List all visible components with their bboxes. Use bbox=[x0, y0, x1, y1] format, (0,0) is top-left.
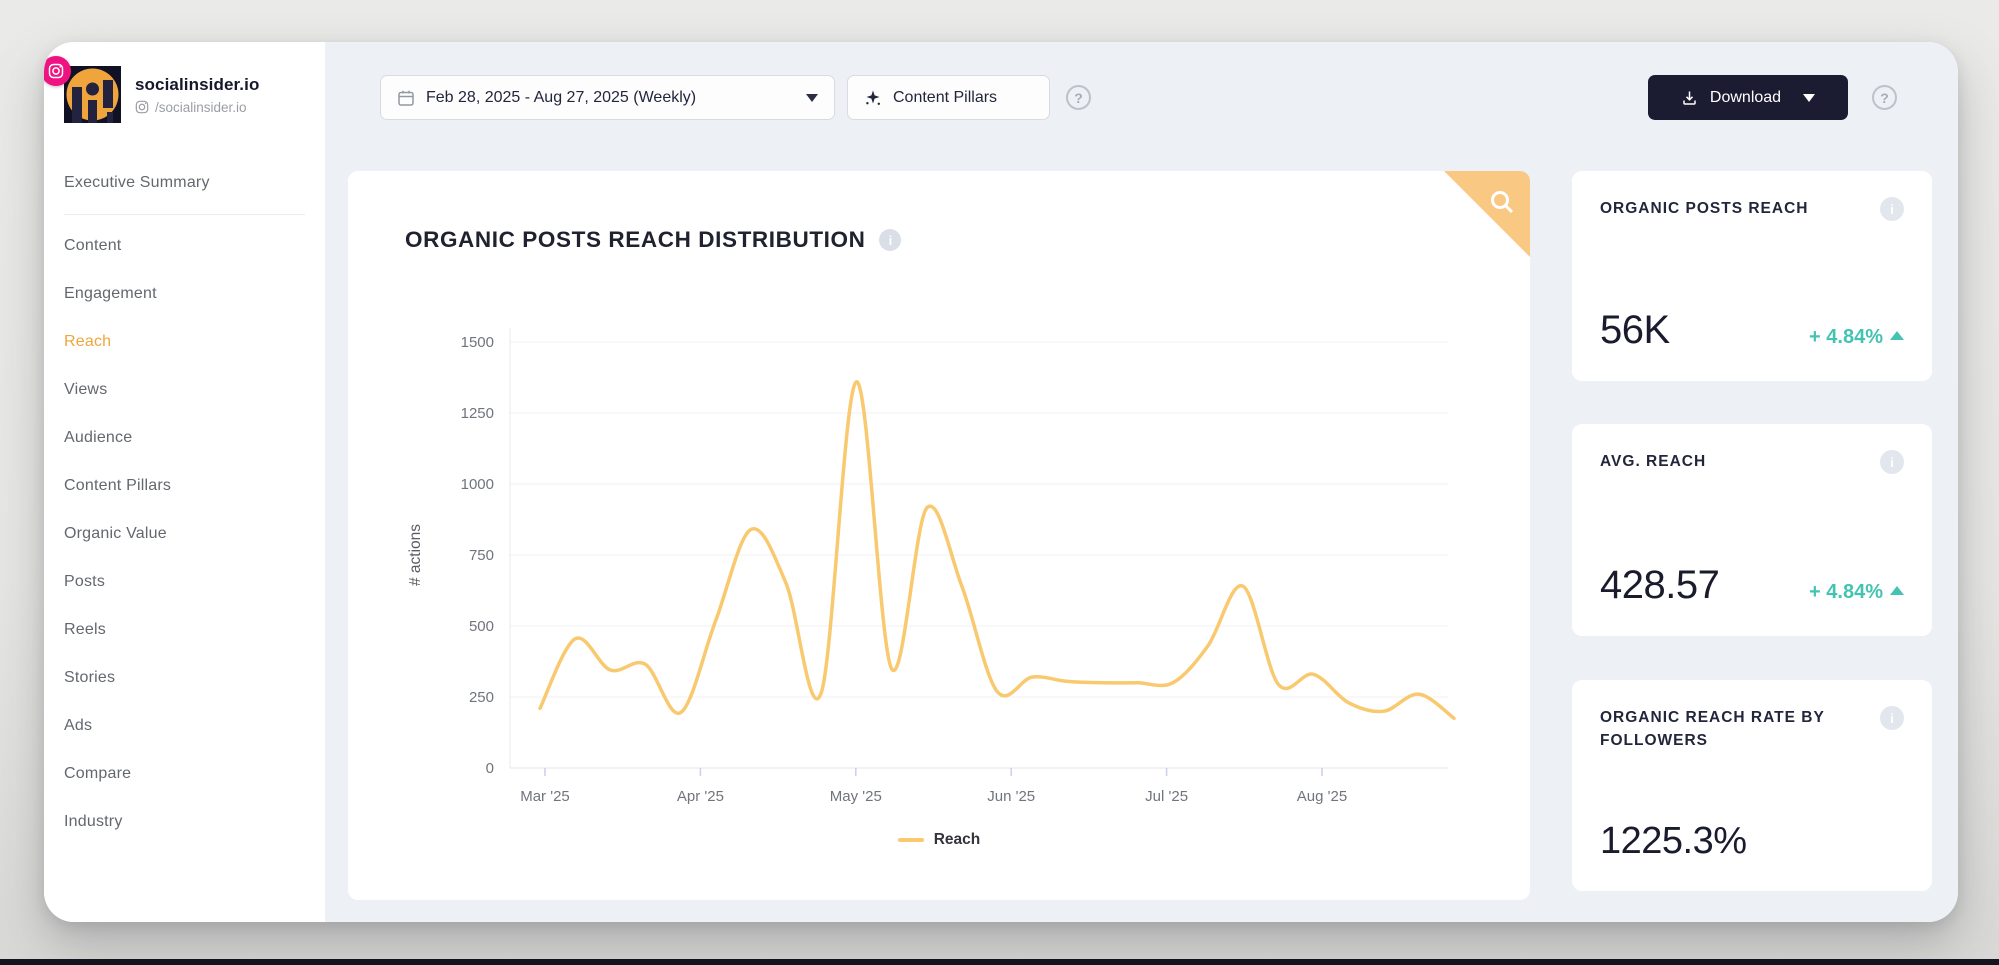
sidebar-item-audience[interactable]: Audience bbox=[64, 429, 133, 446]
reach-series-line bbox=[538, 379, 1456, 721]
sidebar: socialinsider.io /socialinsider.io Execu… bbox=[44, 42, 325, 922]
info-icon[interactable]: i bbox=[1880, 706, 1904, 730]
metric-title: ORGANIC REACH RATE BY FOLLOWERS bbox=[1600, 709, 1825, 750]
y-tick-label: 1000 bbox=[461, 476, 494, 493]
legend-label: Reach bbox=[933, 831, 981, 848]
magnifier-icon bbox=[1491, 191, 1514, 214]
sidebar-item-ads[interactable]: Ads bbox=[64, 717, 93, 734]
x-tick-label: May '25 bbox=[830, 788, 882, 805]
sidebar-item-reach[interactable]: Reach bbox=[64, 333, 112, 350]
metric-title: AVG. REACH bbox=[1600, 453, 1707, 470]
bottom-strip bbox=[0, 959, 1999, 965]
chevron-down-icon bbox=[1803, 93, 1816, 102]
reach-line-chart: 0 250 500 750 1000 1250 1500 Mar '25 Apr '25 May … bbox=[407, 328, 1456, 805]
profile-header: socialinsider.io /socialinsider.io bbox=[44, 56, 259, 123]
instagram-badge-icon bbox=[44, 56, 71, 86]
sidebar-item-views[interactable]: Views bbox=[64, 381, 108, 398]
help-icon[interactable]: ? bbox=[1872, 85, 1897, 110]
avatar bbox=[44, 56, 121, 123]
chart-legend[interactable]: Reach bbox=[348, 831, 1530, 849]
chevron-down-icon bbox=[806, 93, 818, 102]
app-window: socialinsider.io /socialinsider.io Execu… bbox=[44, 42, 1958, 922]
main-content: Feb 28, 2025 - Aug 27, 2025 (Weekly) Con… bbox=[325, 42, 1958, 922]
y-tick-label: 0 bbox=[486, 760, 494, 777]
content-pillars-label: Content Pillars bbox=[893, 88, 998, 106]
sidebar-item-reels[interactable]: Reels bbox=[64, 621, 106, 638]
y-tick-label: 1500 bbox=[461, 334, 494, 351]
organic-reach-rate-card: ORGANIC REACH RATE BY FOLLOWERS i 1225.3… bbox=[1572, 680, 1932, 891]
y-axis-title: # actions bbox=[407, 524, 424, 586]
metric-change: + 4.84% bbox=[1809, 326, 1904, 349]
trend-up-icon bbox=[1890, 331, 1904, 340]
x-tick-label: Jul '25 bbox=[1145, 788, 1188, 805]
sidebar-item-content-pillars[interactable]: Content Pillars bbox=[64, 477, 172, 494]
sidebar-item-content[interactable]: Content bbox=[64, 237, 122, 254]
avg-reach-card: AVG. REACH i 428.57 + 4.84% bbox=[1572, 424, 1932, 636]
metric-value: 1225.3% bbox=[1600, 820, 1747, 862]
legend-marker bbox=[897, 838, 924, 842]
metric-change: + 4.84% bbox=[1809, 581, 1904, 604]
metric-value: 428.57 bbox=[1600, 563, 1720, 607]
sidebar-item-industry[interactable]: Industry bbox=[64, 813, 123, 830]
info-icon[interactable]: i bbox=[1880, 450, 1904, 474]
help-icon[interactable]: ? bbox=[1066, 85, 1091, 110]
reach-distribution-card: 0 250 500 750 1000 1250 1500 Mar '25 Apr '25 May … bbox=[348, 171, 1530, 900]
date-range-label: Feb 28, 2025 - Aug 27, 2025 (Weekly) bbox=[426, 88, 697, 106]
info-icon[interactable]: i bbox=[879, 229, 902, 251]
brand-handle-text: /socialinsider.io bbox=[155, 99, 247, 115]
instagram-icon bbox=[135, 100, 149, 114]
metric-title: ORGANIC POSTS REACH bbox=[1600, 200, 1809, 217]
download-icon bbox=[1683, 91, 1696, 105]
x-tick-label: Apr '25 bbox=[677, 788, 724, 805]
y-tick-label: 250 bbox=[469, 689, 494, 706]
y-tick-label: 1250 bbox=[461, 405, 494, 422]
brand-handle: /socialinsider.io bbox=[135, 100, 259, 115]
y-tick-label: 750 bbox=[469, 547, 494, 564]
sidebar-divider bbox=[64, 214, 305, 215]
sidebar-item-posts[interactable]: Posts bbox=[64, 573, 106, 590]
sidebar-item-compare[interactable]: Compare bbox=[64, 765, 132, 782]
brand-block: socialinsider.io /socialinsider.io bbox=[135, 75, 259, 115]
sparkles-icon bbox=[866, 90, 880, 105]
trend-up-icon bbox=[1890, 586, 1904, 595]
calendar-icon bbox=[398, 90, 414, 106]
x-tick-label: Mar '25 bbox=[520, 788, 570, 805]
sidebar-item-stories[interactable]: Stories bbox=[64, 669, 116, 686]
metric-value: 56K bbox=[1600, 308, 1670, 352]
brand-name: socialinsider.io bbox=[135, 74, 260, 94]
brand-logo bbox=[64, 66, 121, 123]
y-tick-label: 500 bbox=[469, 618, 494, 635]
sidebar-item-organic-value[interactable]: Organic Value bbox=[64, 525, 167, 542]
info-icon[interactable]: i bbox=[1880, 197, 1904, 221]
x-tick-label: Aug '25 bbox=[1297, 788, 1347, 805]
sidebar-nav: Executive Summary Content Engagement Reach V… bbox=[44, 159, 325, 846]
organic-posts-reach-card: ORGANIC POSTS REACH i 56K + 4.84% bbox=[1572, 171, 1932, 381]
x-tick-label: Jun '25 bbox=[987, 788, 1035, 805]
date-range-picker[interactable]: Feb 28, 2025 - Aug 27, 2025 (Weekly) bbox=[380, 75, 835, 120]
sidebar-item-engagement[interactable]: Engagement bbox=[64, 285, 157, 302]
download-button[interactable]: Download bbox=[1648, 75, 1848, 120]
chart-title: ORGANIC POSTS REACH DISTRIBUTION bbox=[405, 227, 866, 252]
download-label: Download bbox=[1709, 88, 1782, 106]
sidebar-item-executive-summary[interactable]: Executive Summary bbox=[64, 174, 210, 191]
content-pillars-button[interactable]: Content Pillars bbox=[847, 75, 1050, 120]
